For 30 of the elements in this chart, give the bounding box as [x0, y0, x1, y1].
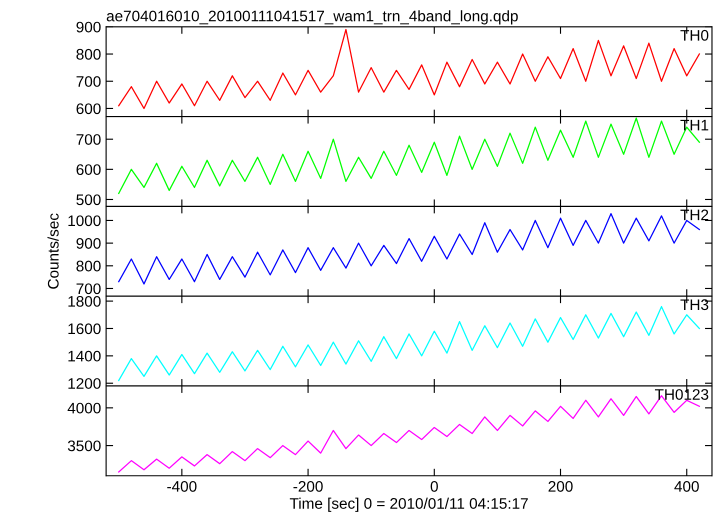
y-tick-label: 600 [76, 164, 101, 176]
y-tick-label: 1800 [68, 296, 101, 307]
y-tick-label: 1400 [68, 350, 101, 362]
y-tick-label: 700 [76, 76, 101, 87]
x-axis-title: Time [sec] 0 = 2010/01/11 04:15:17 [290, 498, 528, 512]
series-label: TH0 [680, 30, 708, 41]
y-tick-label: 500 [76, 194, 101, 206]
y-tick-label: 900 [76, 238, 101, 249]
y-tick-label: 900 [76, 22, 101, 33]
x-tick-label: -200 [293, 481, 323, 492]
y-tick-label: 3500 [68, 440, 101, 452]
y-tick-label: 1600 [68, 323, 101, 334]
y-tick-label: 600 [76, 103, 101, 114]
series-label: TH2 [680, 209, 708, 220]
y-axis-title: Counts/sec [47, 213, 59, 289]
x-tick-label: 200 [548, 481, 573, 492]
chart-title: ae704016010_20100111041517_wam1_trn_4band_long.qdp [106, 10, 518, 24]
x-tick-label: 0 [430, 481, 438, 492]
x-tick-label: 400 [674, 481, 699, 492]
y-tick-label: 1200 [68, 378, 101, 389]
y-tick-label: 1000 [68, 215, 101, 226]
y-tick-label: 700 [76, 283, 101, 294]
y-tick-label: 4000 [68, 402, 101, 414]
y-tick-label: 800 [76, 260, 101, 272]
series-label: TH1 [680, 120, 708, 130]
y-tick-label: 700 [76, 134, 101, 145]
x-tick-label: -400 [167, 481, 197, 492]
series-label: TH0123 [654, 389, 708, 400]
series-label: TH3 [680, 299, 708, 310]
y-tick-label: 800 [76, 48, 101, 60]
